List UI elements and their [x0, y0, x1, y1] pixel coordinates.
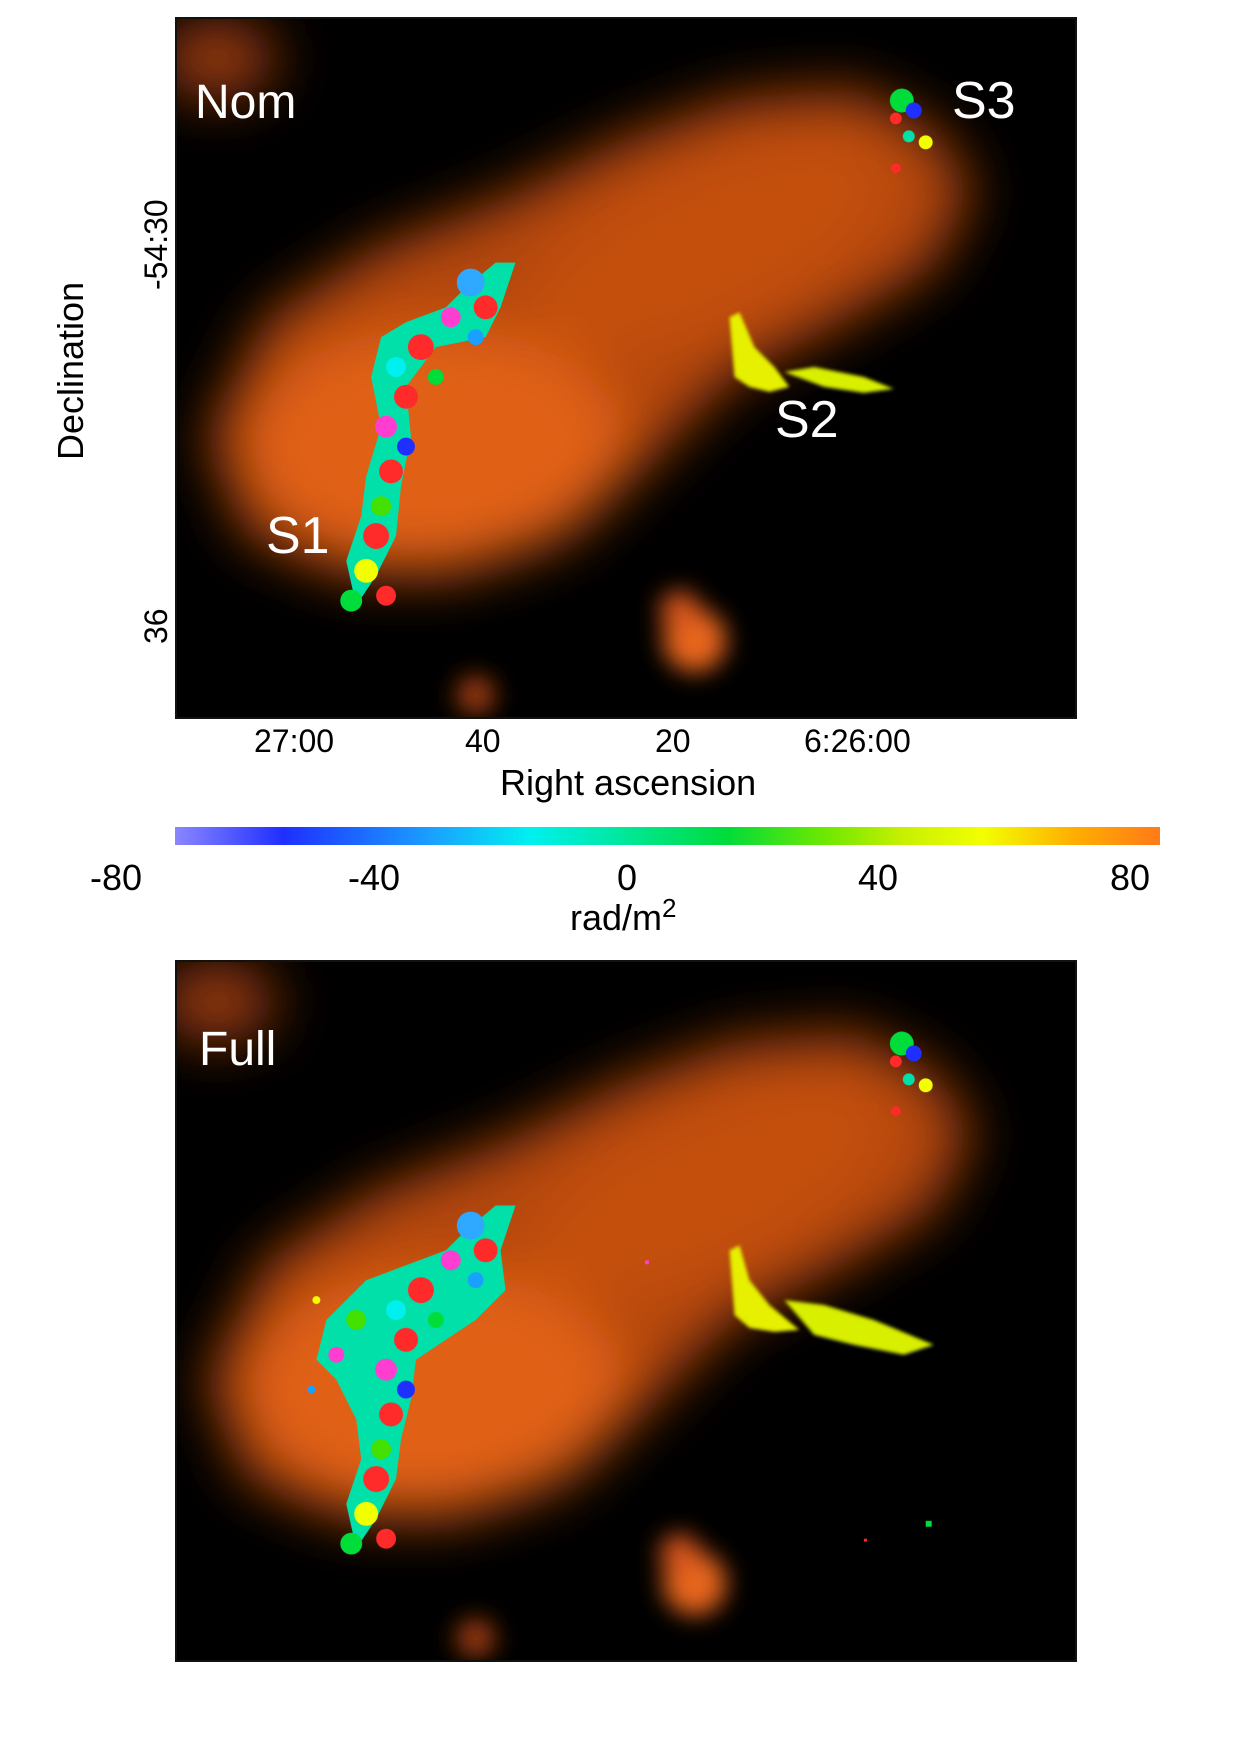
s1-rm-patches	[307, 1205, 516, 1555]
point-source-emission	[455, 590, 727, 716]
y-tick-label: -54:30	[138, 199, 174, 290]
colorbar-tick-label: 80	[1110, 857, 1151, 898]
s2-rm-patch	[729, 312, 894, 393]
panel-nom: Nom S1 S2 S3	[175, 17, 1077, 719]
noise-pixels	[644, 1260, 932, 1542]
s3-rm-patches	[889, 88, 933, 174]
panel-label-full: Full	[199, 1023, 277, 1076]
x-tick-label: 6:26:00	[804, 723, 911, 759]
s3-rm-patches	[889, 1031, 933, 1117]
diffuse-emission	[177, 962, 974, 1519]
x-axis-label: Right ascension	[500, 762, 757, 803]
panel-label-nom: Nom	[195, 76, 297, 129]
colorbar-tick-label: -80	[90, 857, 143, 898]
colorbar-tick-label: 0	[617, 857, 638, 898]
y-axis-label: Declination	[50, 281, 91, 460]
panel-full: Full	[175, 960, 1077, 1662]
colorbar-unit-label: rad/m2	[570, 893, 677, 938]
colorbar-tick-label: -40	[348, 857, 401, 898]
s1-rm-patches	[340, 262, 516, 612]
x-tick-label: 20	[655, 723, 691, 759]
nom-map-image	[177, 19, 974, 716]
diffuse-emission	[177, 19, 974, 576]
colorbar	[175, 827, 1160, 845]
full-map-image	[177, 962, 974, 1659]
x-tick-label: 40	[465, 723, 501, 759]
point-source-emission	[455, 1533, 727, 1659]
colorbar-tick-label: 40	[858, 857, 899, 898]
source-label-s2: S2	[775, 391, 839, 449]
y-tick-label: 36	[138, 608, 174, 644]
source-label-s3: S3	[952, 72, 1016, 130]
s2-rm-patch	[729, 1245, 934, 1355]
source-label-s1: S1	[266, 507, 330, 565]
x-tick-label: 27:00	[254, 723, 335, 759]
